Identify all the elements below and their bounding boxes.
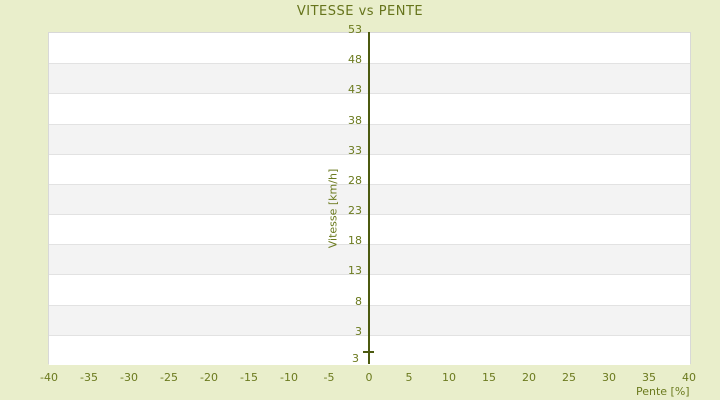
x-tick-label: 35	[642, 371, 656, 384]
x-tick-label: -30	[120, 371, 138, 384]
x-tick-label: 20	[522, 371, 536, 384]
y-tick-label: 43	[348, 83, 362, 97]
x-tick-label: -20	[200, 371, 218, 384]
x-tick-label: -40	[40, 371, 58, 384]
x-tick-label: 40	[682, 371, 696, 384]
x-tick-label: -5	[323, 371, 335, 384]
x-tick-label: -10	[280, 371, 298, 384]
x-tick-label: 0	[365, 371, 373, 384]
x-tick-label: -15	[240, 371, 258, 384]
y-tick-label: 23	[348, 204, 362, 218]
x-tick-label: 10	[442, 371, 456, 384]
data-point-marker	[363, 350, 374, 353]
y-axis-bottom-label: 3	[352, 352, 359, 365]
y-tick-label: 48	[348, 53, 362, 67]
x-tick-label: -35	[80, 371, 98, 384]
y-tick-label: 13	[348, 264, 362, 278]
y-tick-label: 38	[348, 113, 362, 127]
y-tick-label: 33	[348, 143, 362, 157]
y-tick-label: 53	[348, 23, 362, 36]
y-tick-label: 18	[348, 234, 362, 248]
y-axis-title: Vitesse [km/h]	[326, 168, 340, 249]
x-tick-label: -25	[160, 371, 178, 384]
y-tick-label: 3	[355, 324, 362, 338]
y-tick-label: 8	[355, 294, 362, 308]
y-tick-label: 28	[348, 173, 362, 187]
x-axis-title: Pente [%]	[636, 385, 690, 398]
x-tick-label: 15	[482, 371, 496, 384]
x-tick-label: 5	[405, 371, 413, 384]
chart-title: VITESSE vs PENTE	[296, 4, 424, 19]
x-tick-label: 25	[562, 371, 576, 384]
y-axis-line	[368, 32, 370, 364]
x-tick-label: 30	[602, 371, 616, 384]
